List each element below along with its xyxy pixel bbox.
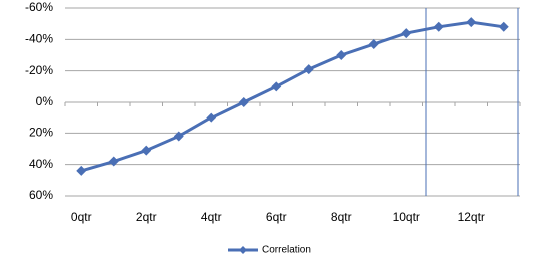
legend-label: Correlation (262, 245, 311, 256)
y-tick-label: 0% (36, 94, 54, 108)
y-tick-label: 60% (29, 188, 53, 202)
x-tick-label: 2qtr (136, 210, 157, 224)
point (498, 21, 509, 32)
point (368, 39, 379, 50)
point (238, 97, 249, 107)
point (173, 131, 184, 142)
series-line (80, 20, 504, 173)
x-tick-label: 6qtr (266, 210, 287, 224)
x-tick-label: 0qtr (71, 210, 92, 224)
x-tick-label: 4qtr (201, 210, 222, 224)
y-tick-label: -60% (25, 0, 53, 14)
x-tick-label: 12qtr (458, 210, 485, 224)
point (433, 21, 444, 32)
point (141, 145, 152, 156)
point (76, 165, 87, 176)
point (303, 64, 314, 75)
point (108, 156, 119, 167)
x-tick-label: 10qtr (393, 210, 420, 224)
y-tick-label: 40% (29, 157, 53, 171)
point (336, 50, 347, 60)
y-tick-label: -40% (25, 32, 53, 46)
point (466, 17, 477, 28)
y-tick-label: -20% (25, 63, 53, 77)
x-tick-label: 8qtr (331, 210, 352, 224)
point (271, 81, 282, 92)
legend-marker (239, 246, 247, 254)
point (401, 28, 412, 39)
y-tick-label: 20% (29, 126, 53, 140)
point (206, 112, 217, 123)
